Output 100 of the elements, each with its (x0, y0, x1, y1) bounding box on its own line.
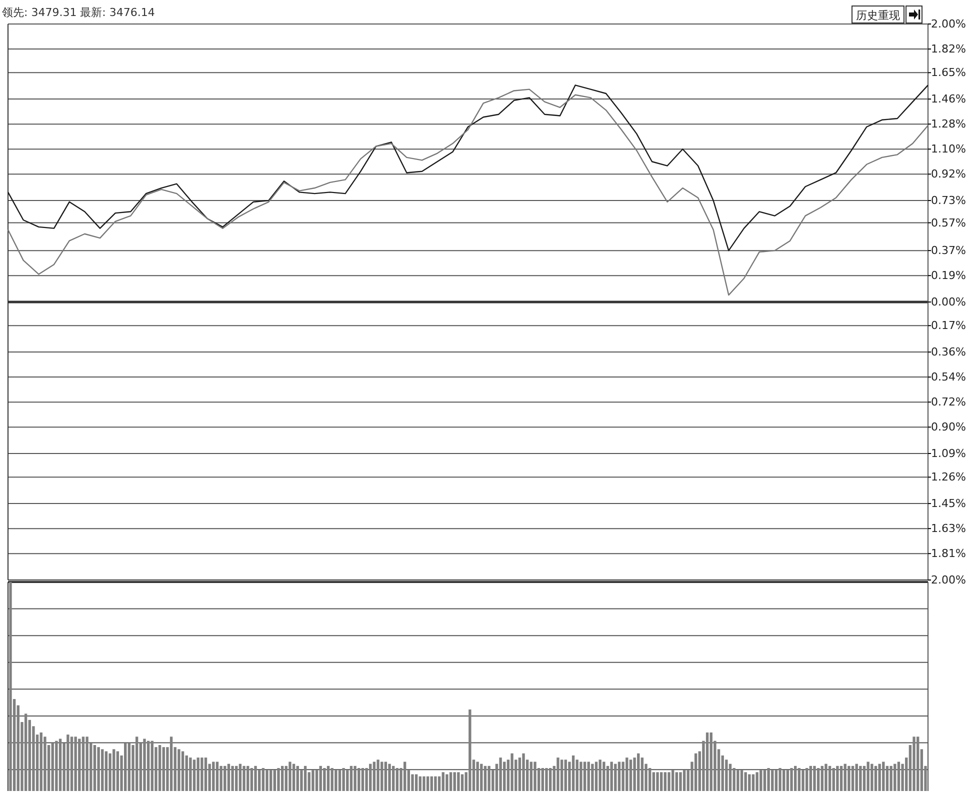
bar (162, 747, 165, 791)
bar (748, 774, 751, 791)
bar (330, 768, 334, 791)
bar (442, 772, 444, 791)
bar (380, 762, 384, 791)
bar (354, 766, 356, 791)
bar (732, 768, 736, 791)
bar (277, 768, 280, 791)
bar (269, 770, 272, 791)
bar (116, 751, 120, 791)
bar (449, 772, 452, 791)
bar (897, 762, 900, 791)
bar (124, 742, 127, 791)
bar (296, 766, 299, 791)
bar (794, 766, 797, 791)
bar (338, 770, 342, 791)
bar (453, 772, 456, 791)
bar (836, 766, 839, 791)
bar (192, 760, 196, 791)
bar (859, 766, 862, 791)
bar (388, 764, 391, 791)
bar (392, 766, 395, 791)
bar (828, 766, 832, 791)
y-tick-label: 0.72% (931, 396, 966, 409)
bar (334, 770, 338, 791)
bar (591, 764, 594, 791)
bar (108, 753, 112, 791)
bar (583, 762, 586, 791)
bar (610, 762, 613, 791)
bar (671, 770, 674, 791)
bar (580, 762, 582, 791)
bar (422, 776, 426, 791)
bar (736, 770, 740, 791)
bar (840, 766, 843, 791)
y-tick-label: 1.63% (931, 522, 966, 536)
bar (196, 758, 200, 791)
bar (848, 766, 850, 791)
bar (522, 753, 525, 791)
bar (104, 751, 108, 791)
y-tick-label: 0.73% (931, 194, 966, 208)
y-tick-label: 0.37% (931, 244, 966, 258)
y-tick-label: 0.36% (931, 346, 966, 359)
bar (97, 747, 100, 791)
text: 历史重现 (856, 9, 900, 22)
bar (710, 732, 712, 791)
y-tick-label: 1.26% (931, 470, 966, 484)
bar (323, 768, 326, 791)
bar (598, 760, 602, 791)
bar (587, 762, 590, 791)
bar (280, 766, 284, 791)
bar (725, 760, 728, 791)
y-tick-label: 1.81% (931, 547, 966, 560)
bar (312, 770, 314, 791)
bar (832, 768, 835, 791)
bar (315, 770, 318, 791)
bar (771, 770, 774, 791)
bar (457, 772, 460, 791)
bar (510, 753, 514, 791)
bar (254, 766, 257, 791)
bar (633, 758, 636, 791)
bar (158, 745, 162, 791)
bar (802, 770, 804, 791)
bar (231, 766, 234, 791)
bar (227, 764, 230, 791)
bar (376, 760, 380, 791)
bar (534, 762, 536, 791)
bar (250, 768, 254, 791)
bar (878, 764, 881, 791)
bar (372, 762, 376, 791)
y-tick-label: 0.54% (931, 370, 966, 384)
bar (44, 736, 46, 791)
bar (782, 770, 786, 791)
bar (564, 760, 567, 791)
bar (862, 766, 866, 791)
bar (55, 740, 58, 791)
bar (629, 760, 632, 791)
bar (238, 764, 242, 791)
bar (288, 762, 292, 791)
bar (694, 753, 698, 791)
y-tick-label: 0.19% (931, 269, 966, 282)
bar (74, 736, 77, 791)
bar (326, 766, 330, 791)
bar (143, 738, 146, 791)
bar (434, 776, 437, 791)
bar (890, 766, 892, 791)
bar (774, 770, 778, 791)
bar (682, 770, 686, 791)
bar (484, 766, 487, 791)
bar (86, 736, 88, 791)
bar (24, 714, 28, 791)
y-tick-label: 1.65% (931, 66, 966, 80)
bar (200, 758, 204, 791)
bar (284, 766, 288, 791)
bar (369, 764, 372, 791)
bar (740, 770, 744, 791)
bar (752, 774, 755, 791)
bar (618, 762, 621, 791)
bar (656, 772, 659, 791)
y-tick-label: 1.82% (931, 42, 966, 56)
bar (258, 770, 261, 791)
